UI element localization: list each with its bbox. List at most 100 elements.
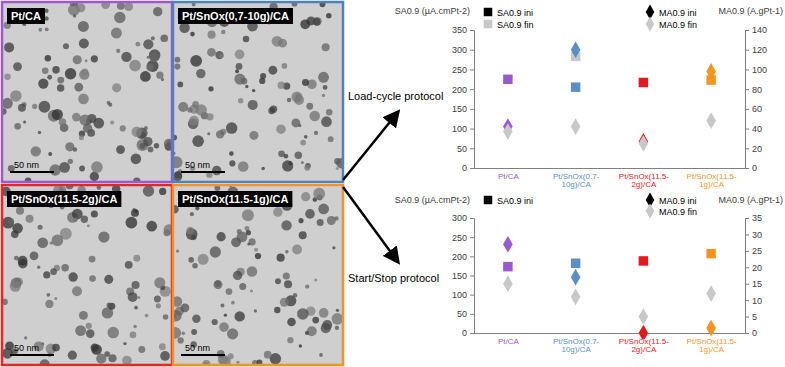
particle [304,135,308,139]
tick-label: 60 [752,104,762,114]
series [503,236,716,339]
particle [215,281,221,287]
tick-label: 150 [452,271,467,281]
tick-mark [470,237,474,238]
diamond-marker [571,41,581,58]
axis-line [746,31,750,169]
particle [318,204,329,215]
tick-mark [745,300,749,301]
particle [48,152,52,156]
particle [319,308,329,318]
particle [73,14,76,17]
particle [283,272,290,279]
particle [302,79,309,86]
particle [212,166,222,176]
particle [10,90,21,101]
marks [503,41,716,151]
axis-line [746,219,750,334]
y2-axis-title: MA0.9 (A.gPt-1) [718,6,783,16]
tick-label-line: 10g)/CA [561,345,591,354]
label-box [7,191,121,207]
particle [134,306,138,310]
panel-label: Pt/SnOx(11.5-1g)/CA [182,193,288,205]
particle [275,278,281,284]
chart-title: Load-cycle protocol [348,90,443,102]
particle [231,301,235,305]
particle [264,351,272,359]
tick-mark [745,234,749,235]
y-axis-title: SA0.9 (µA.cmPt-2) [395,195,470,205]
tick: 200 [452,252,474,262]
particle [229,151,234,156]
tick: 120 [745,45,767,55]
particle [247,266,258,277]
particle [143,137,152,146]
particle [108,103,112,107]
tick-label-line: 10g)/CA [561,180,591,189]
tick-label: Pt/SnOx(0.7-10g)/CA [553,172,600,190]
axis: 050100150200250300 [452,213,475,338]
micrograph-panel: Pt/SnOx(11.5-2g)/CA50 nm [1,182,174,367]
tick-label: 200 [452,252,467,262]
tick: 0 [462,328,474,338]
diamond-marker [503,275,513,292]
particle [173,310,182,321]
particle [313,17,322,26]
tick-label: 250 [452,65,467,75]
particle [261,167,264,170]
tick-label: 200 [452,85,467,95]
tick-mark [470,218,474,219]
particle [90,172,99,181]
panel-background [173,185,343,365]
particle [273,207,282,216]
particle [198,254,209,265]
tick: 0 [745,328,757,338]
legend-label: MA0.9 fin [659,207,697,217]
particle [131,209,139,217]
particle [59,162,70,173]
legend: SA0.9 iniSA0.9 finMA0.9 iniMA0.9 fin [484,5,697,32]
particle [126,217,138,229]
tick: 25 [745,246,762,256]
particle [276,124,286,134]
particle [236,63,243,70]
particle [74,83,83,92]
particle [78,94,89,105]
axis-line [475,333,746,334]
particle [322,94,325,97]
tick: Pt/CA [498,168,520,181]
particle [108,354,116,362]
tick-label: 40 [752,124,762,134]
y2-axis-title: MA0.9 (A.gPt-1) [718,195,783,205]
tick-label: 0 [462,328,467,338]
particle [79,135,84,140]
particle [309,111,320,122]
tick: 40 [745,124,762,134]
label-box [178,191,292,207]
diamond-marker [706,285,716,302]
particle [156,303,161,308]
particle [192,263,198,269]
particle [306,103,313,110]
particle [89,256,96,263]
particle [314,278,317,281]
particle [298,124,301,127]
particle [76,3,85,12]
tick-label: 5 [752,312,757,322]
particle [81,216,88,223]
scale-bar [181,171,225,173]
particle [151,36,155,40]
particle [238,161,249,172]
particle [196,69,205,78]
particle [190,32,195,37]
particle [180,303,189,312]
particle [291,91,302,102]
particle [125,261,133,269]
particle [173,156,182,168]
diamond-marker [571,269,581,286]
particle [274,307,280,313]
particle [260,73,266,79]
diamond-marker [503,236,513,253]
particle [4,74,10,80]
particle [305,331,309,335]
